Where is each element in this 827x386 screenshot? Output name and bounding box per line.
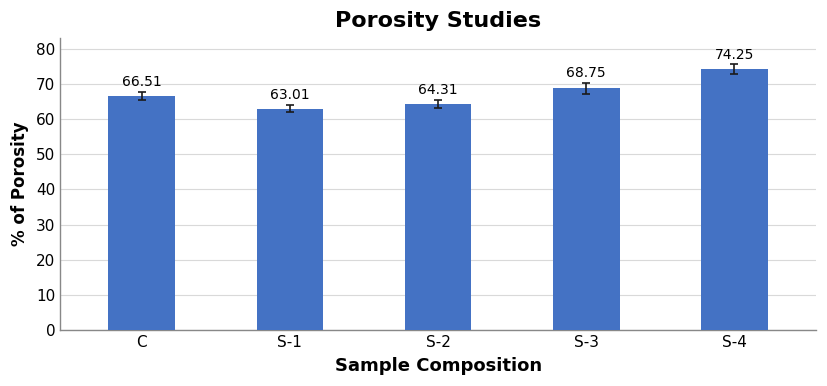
Bar xyxy=(701,69,767,330)
Text: 66.51: 66.51 xyxy=(122,75,161,89)
Bar xyxy=(256,108,323,330)
Text: 64.31: 64.31 xyxy=(418,83,458,97)
Text: 63.01: 63.01 xyxy=(270,88,310,102)
Bar xyxy=(553,88,619,330)
Bar xyxy=(404,104,471,330)
Text: 74.25: 74.25 xyxy=(715,47,754,62)
Bar xyxy=(108,96,175,330)
X-axis label: Sample Composition: Sample Composition xyxy=(335,357,542,375)
Text: 68.75: 68.75 xyxy=(566,66,606,80)
Y-axis label: % of Porosity: % of Porosity xyxy=(11,122,29,247)
Title: Porosity Studies: Porosity Studies xyxy=(335,11,541,31)
